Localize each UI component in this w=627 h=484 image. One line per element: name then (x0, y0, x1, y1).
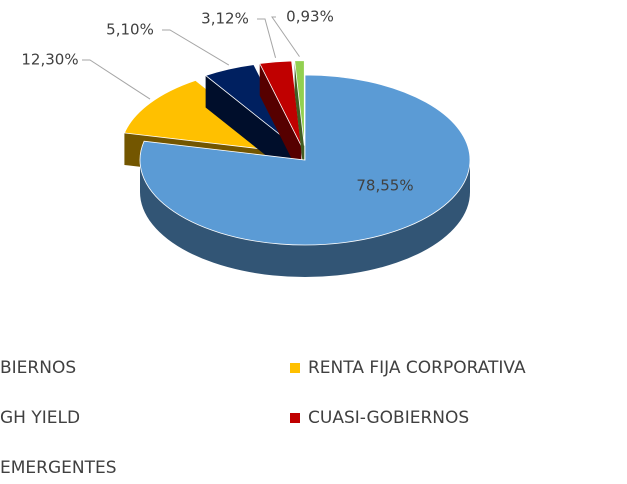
data-label: 78,55% (356, 177, 413, 195)
slice-wall (205, 75, 296, 179)
legend-label: BIERNOS (0, 358, 76, 378)
legend-swatch (290, 413, 300, 423)
legend-label: CUASI-GOBIERNOS (308, 408, 469, 428)
leader-line (271, 16, 300, 57)
data-label: 5,10% (106, 21, 154, 39)
slice (204, 64, 296, 148)
leader-line (257, 18, 277, 58)
data-label: 12,30% (21, 51, 78, 69)
slice (139, 74, 471, 246)
legend-label: EMERGENTES (0, 458, 117, 478)
leader-line (82, 59, 151, 100)
data-label: 3,12% (201, 10, 249, 28)
slice-side (140, 160, 470, 277)
data-label: 0,93% (286, 8, 334, 26)
slice (259, 60, 302, 146)
legend-swatch (290, 363, 300, 373)
leader-line (162, 29, 230, 66)
slice-wall (294, 60, 305, 178)
legend-label: GH YIELD (0, 408, 80, 428)
legend-label: RENTA FIJA CORPORATIVA (308, 358, 526, 378)
slice (294, 60, 305, 146)
slice-wall (259, 63, 302, 178)
